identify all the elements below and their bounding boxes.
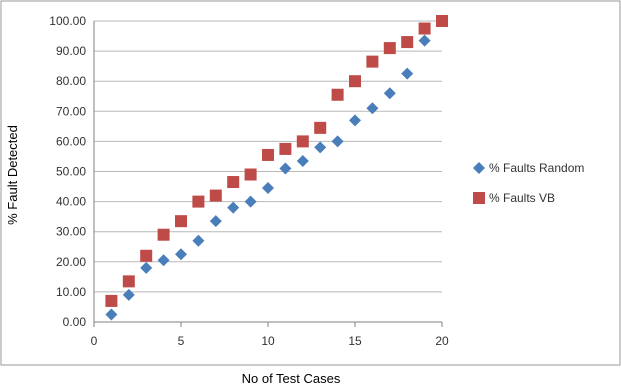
- data-point: [349, 75, 361, 88]
- data-point: [209, 189, 222, 202]
- data-point: [105, 294, 118, 307]
- data-point: [366, 102, 379, 115]
- series-random: [105, 34, 431, 321]
- y-tick-label: 0.00: [63, 315, 87, 329]
- data-point: [105, 308, 118, 321]
- data-point: [314, 121, 327, 134]
- data-point: [175, 215, 187, 228]
- data-point: [331, 135, 344, 148]
- data-point: [157, 254, 170, 267]
- data-point: [314, 141, 327, 154]
- y-tick-label: 50.00: [56, 165, 86, 179]
- data-point: [262, 148, 274, 161]
- legend-square-icon: [473, 192, 485, 204]
- y-tick-label: 30.00: [56, 225, 86, 239]
- data-point: [366, 55, 379, 68]
- data-point: [418, 22, 431, 35]
- y-tick-label: 80.00: [56, 74, 86, 88]
- x-tick-label: 5: [178, 334, 185, 348]
- x-tick-label: 15: [348, 334, 362, 348]
- data-point: [262, 182, 274, 195]
- data-point: [383, 42, 396, 55]
- y-tick-label: 10.00: [56, 285, 86, 299]
- data-point: [296, 135, 309, 148]
- data-point: [122, 288, 135, 301]
- data-point: [227, 201, 240, 214]
- data-point: [401, 67, 414, 80]
- data-point: [192, 234, 205, 247]
- data-point: [175, 248, 187, 261]
- data-point: [157, 228, 170, 241]
- y-tick-labels: 0.00 10.00 20.00 30.00 40.00 50.00 60.00 70.00 8…: [49, 14, 86, 329]
- x-axis-title: No of Test Cases: [242, 371, 341, 386]
- legend-marker-vb: [473, 192, 485, 204]
- data-point: [436, 15, 448, 27]
- x-tick-label: 0: [91, 334, 98, 348]
- x-tick-label: 10: [261, 334, 275, 348]
- legend-label-random: % Faults Random: [489, 161, 584, 175]
- legend: % Faults Random % Faults VB: [473, 161, 584, 205]
- data-point: [401, 36, 414, 49]
- data-points: [105, 15, 448, 321]
- data-point: [244, 168, 257, 181]
- y-tick-label: 100.00: [49, 14, 86, 28]
- series-vb: [105, 15, 448, 307]
- x-tick-label: 20: [435, 334, 449, 348]
- y-tick-label: 40.00: [56, 195, 86, 209]
- data-point: [140, 261, 153, 274]
- data-point: [227, 176, 240, 189]
- data-point: [383, 87, 396, 100]
- y-axis-title: % Fault Detected: [5, 125, 20, 225]
- x-tick-labels: 0 5 10 15 20: [91, 334, 449, 348]
- gridlines: [94, 20, 442, 293]
- data-point: [209, 215, 222, 228]
- legend-label-vb: % Faults VB: [489, 191, 555, 205]
- data-point: [279, 142, 292, 155]
- y-tick-label: 70.00: [56, 104, 86, 118]
- data-point: [349, 114, 361, 127]
- data-point: [331, 88, 344, 101]
- data-point: [418, 34, 431, 47]
- y-tick-label: 60.00: [56, 134, 86, 148]
- data-point: [122, 275, 135, 288]
- data-point: [279, 162, 292, 175]
- axes: [93, 21, 443, 327]
- legend-marker-random: [473, 162, 485, 174]
- legend-diamond-icon: [473, 162, 485, 174]
- y-tick-label: 90.00: [56, 44, 86, 58]
- data-point: [296, 154, 309, 167]
- y-tick-label: 20.00: [56, 255, 86, 269]
- data-point: [244, 195, 257, 208]
- data-point: [140, 249, 153, 262]
- data-point: [192, 195, 205, 208]
- chart-border: [0, 0, 621, 366]
